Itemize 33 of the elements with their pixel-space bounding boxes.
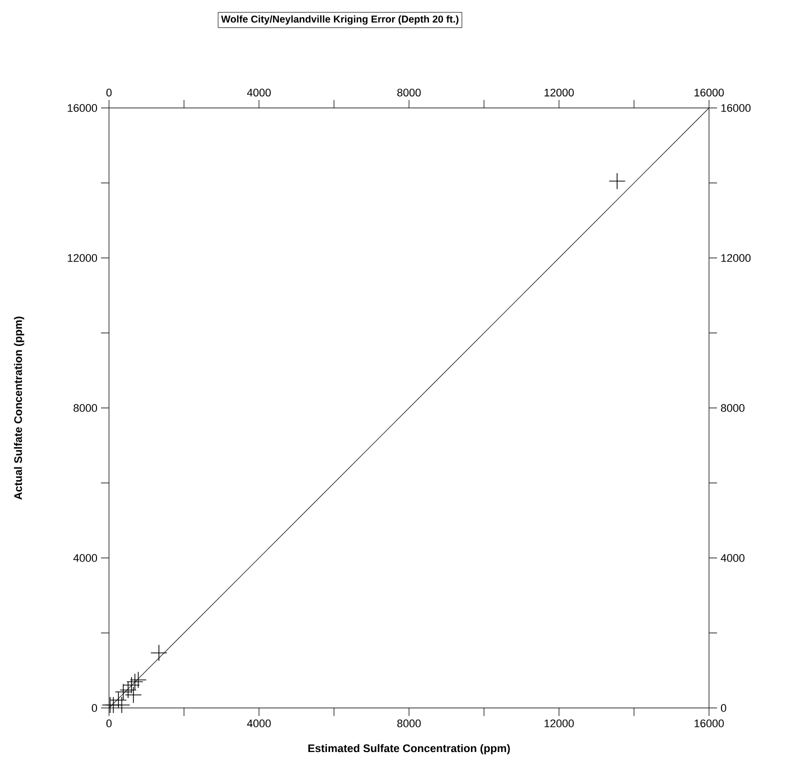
- x2-tick-label: 8000: [397, 88, 421, 96]
- x-tick-label: 8000: [397, 720, 421, 728]
- y2-tick-label: 8000: [721, 404, 744, 412]
- point: [130, 671, 147, 688]
- y2-tick-label: 16000: [721, 104, 751, 112]
- y2-tick-label: 12000: [721, 254, 751, 262]
- y2-tick-label: 4000: [720, 554, 744, 562]
- point: [150, 644, 168, 662]
- point: [608, 172, 626, 190]
- x-tick-label: 12000: [544, 720, 574, 728]
- x2-tick-label: 0: [106, 88, 112, 96]
- x2-tick-label: 4000: [247, 88, 271, 96]
- point: [102, 696, 119, 714]
- point: [114, 683, 132, 700]
- y-tick-label: 4000: [73, 554, 98, 562]
- point: [110, 692, 127, 709]
- x2-tick-label: 12000: [544, 88, 574, 96]
- point: [123, 676, 140, 694]
- y-tick-label: 8000: [74, 404, 98, 412]
- y-axis-title: Actual Sulfate Concentration (ppm): [14, 316, 24, 500]
- y-tick-label: 12000: [68, 254, 98, 262]
- x-tick-label: 4000: [247, 720, 271, 728]
- point: [126, 673, 144, 690]
- x2-tick-label: 16000: [694, 88, 724, 96]
- x-tick-label: 0: [106, 720, 112, 728]
- x-tick-label: 16000: [694, 720, 724, 728]
- point: [124, 686, 142, 704]
- y-tick-label: 0: [92, 704, 98, 712]
- y-tick-label: 16000: [68, 104, 98, 112]
- chart-title: Wolfe City/Neylandville Kriging Error (Depth 20 ft.): [221, 15, 458, 25]
- point: [120, 682, 137, 698]
- y2-tick-label: 0: [720, 704, 726, 712]
- x-axis-title: Estimated Sulfate Concentration (ppm): [308, 744, 510, 754]
